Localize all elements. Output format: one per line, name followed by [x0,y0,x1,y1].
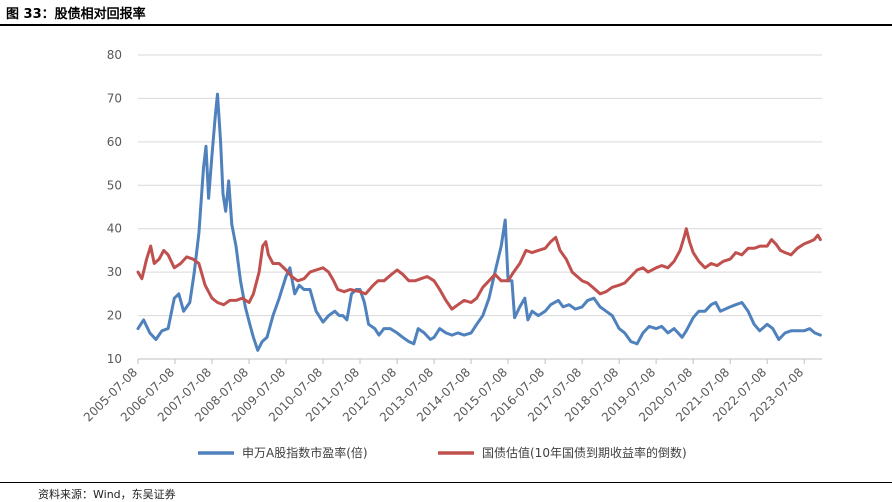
series-line-bond [136,227,822,311]
title-rule [0,24,892,26]
series-line-pe [136,92,822,352]
legend-label-pe: 申万A股指数市盈率(倍) [242,445,368,460]
y-tick-label: 50 [107,178,122,192]
legend: 申万A股指数市盈率(倍) 国债估值(10年国债到期收益率的倒数) [198,445,687,460]
y-tick-label: 70 [107,91,122,105]
y-tick-label: 80 [107,48,122,62]
figure-title: 图 33：股债相对回报率 [6,7,146,22]
source-rule [0,482,892,483]
axes: 10203040506070802005-07-082006-07-082007… [81,48,822,424]
y-tick-label: 10 [107,352,122,366]
y-tick-label: 20 [107,309,122,323]
y-tick-label: 30 [107,265,122,279]
legend-label-bond: 国债估值(10年国债到期收益率的倒数) [482,445,687,460]
y-tick-label: 60 [107,135,122,149]
series-layer [136,92,822,352]
source-note: 资料来源：Wind，东吴证券 [38,488,176,501]
y-tick-label: 40 [107,222,122,236]
gridlines [138,54,822,317]
